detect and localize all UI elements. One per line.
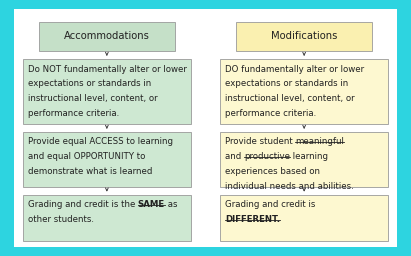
- Text: instructional level, content, or: instructional level, content, or: [28, 94, 157, 103]
- Text: learning: learning: [290, 152, 328, 161]
- Text: Grading and credit is the: Grading and credit is the: [28, 200, 138, 209]
- Text: performance criteria.: performance criteria.: [225, 109, 316, 118]
- Text: and equal OPPORTUNITY to: and equal OPPORTUNITY to: [28, 152, 145, 161]
- Bar: [23, 59, 191, 124]
- Text: individual needs and abilities.: individual needs and abilities.: [225, 182, 353, 191]
- Text: Do NOT fundamentally alter or lower: Do NOT fundamentally alter or lower: [28, 65, 187, 73]
- Text: DIFFERENT.: DIFFERENT.: [225, 215, 280, 224]
- Bar: [39, 22, 175, 51]
- Bar: [23, 195, 191, 241]
- Text: performance criteria.: performance criteria.: [28, 109, 119, 118]
- Text: Grading and credit is: Grading and credit is: [225, 200, 315, 209]
- Text: instructional level, content, or: instructional level, content, or: [225, 94, 354, 103]
- Text: Provide equal ACCESS to learning: Provide equal ACCESS to learning: [28, 137, 173, 146]
- Text: productive: productive: [244, 152, 290, 161]
- Text: DO fundamentally alter or lower: DO fundamentally alter or lower: [225, 65, 364, 73]
- Text: and: and: [225, 152, 244, 161]
- Text: other students.: other students.: [28, 215, 94, 224]
- Bar: [220, 195, 388, 241]
- Text: as: as: [165, 200, 177, 209]
- Text: Accommodations: Accommodations: [64, 31, 150, 41]
- Text: expectations or standards in: expectations or standards in: [225, 79, 348, 88]
- Bar: [220, 132, 388, 187]
- Text: meaningful: meaningful: [296, 137, 344, 146]
- Text: Modifications: Modifications: [271, 31, 337, 41]
- Text: expectations or standards in: expectations or standards in: [28, 79, 151, 88]
- Bar: [220, 59, 388, 124]
- Text: demonstrate what is learned: demonstrate what is learned: [28, 167, 152, 176]
- Bar: [23, 132, 191, 187]
- Bar: [236, 22, 372, 51]
- Text: SAME: SAME: [138, 200, 165, 209]
- Text: experiences based on: experiences based on: [225, 167, 320, 176]
- Text: Provide student: Provide student: [225, 137, 296, 146]
